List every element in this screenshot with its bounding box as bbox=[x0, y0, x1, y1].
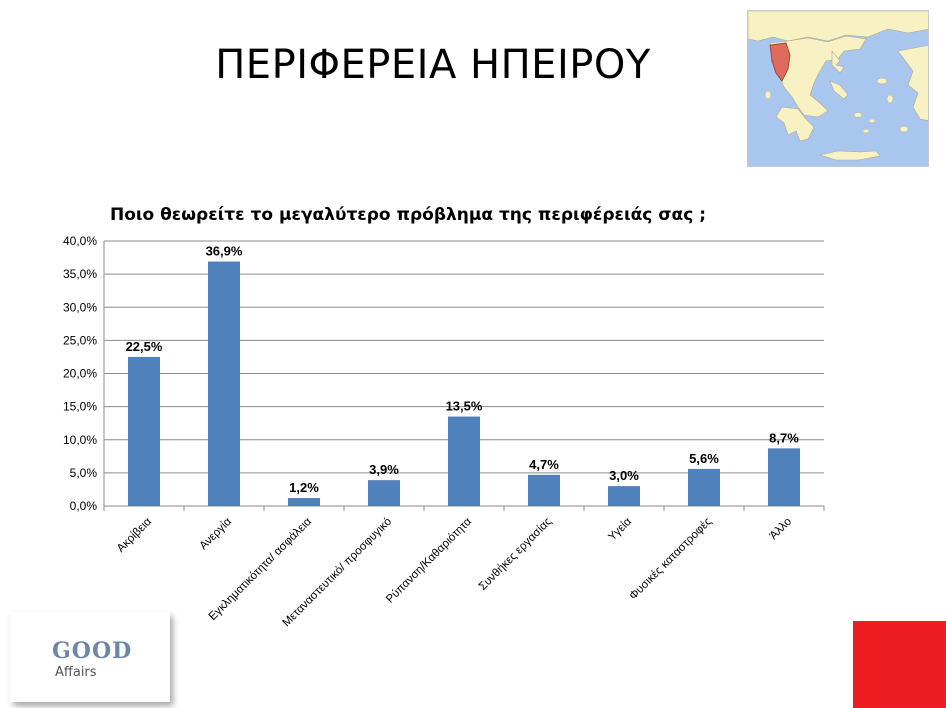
data-label: 4,7% bbox=[529, 457, 559, 472]
x-category-label: Ακρίβεια bbox=[115, 515, 154, 554]
logo: GOOD Affairs bbox=[10, 612, 170, 702]
x-category-label: Ανεργία bbox=[197, 515, 234, 552]
bar-chart: 0,0% 5,0% 10,0% 15,0% 20,0% 25,0% 30,0% 35,0% 40… bbox=[63, 234, 825, 629]
data-label: 36,9% bbox=[206, 244, 243, 259]
y-tick-label: 20,0% bbox=[63, 367, 97, 381]
logo-word-affairs: Affairs bbox=[55, 665, 97, 680]
data-label: 3,9% bbox=[369, 462, 399, 477]
data-label: 1,2% bbox=[289, 480, 319, 495]
x-category-label: Φυσικές καταστροφές bbox=[627, 515, 714, 602]
bar bbox=[288, 498, 320, 506]
data-label: 3,0% bbox=[609, 468, 639, 483]
bar bbox=[208, 261, 240, 506]
bar bbox=[128, 356, 160, 506]
y-tick-label: 0,0% bbox=[70, 499, 98, 513]
x-category-label: Συνθήκες εργασίας bbox=[477, 515, 555, 593]
data-label: 8,7% bbox=[769, 430, 799, 445]
x-category-label: Άλλο bbox=[768, 516, 794, 542]
x-category-label: Ρύπανση/Καθαριότητα bbox=[384, 515, 474, 605]
chart-title: Ποιο θεωρείτε το μεγαλύτερο πρόβλημα της… bbox=[110, 205, 707, 225]
y-tick-label: 35,0% bbox=[63, 267, 97, 281]
bar bbox=[688, 468, 720, 506]
data-label: 5,6% bbox=[689, 451, 719, 466]
data-label: 13,5% bbox=[446, 399, 483, 414]
bar bbox=[368, 480, 400, 506]
bar bbox=[608, 486, 640, 506]
red-accent-block bbox=[853, 621, 946, 708]
page-title: ΠΕΡΙΦΕΡΕΙΑ ΗΠΕΙΡΟΥ bbox=[215, 42, 651, 88]
y-tick-label: 10,0% bbox=[63, 433, 97, 447]
y-tick-label: 30,0% bbox=[63, 300, 97, 314]
y-tick-label: 5,0% bbox=[70, 466, 98, 480]
y-tick-label: 25,0% bbox=[63, 333, 97, 347]
greece-map-icon bbox=[747, 10, 929, 167]
y-tick-label: 15,0% bbox=[63, 400, 97, 414]
data-label: 22,5% bbox=[126, 339, 163, 354]
bar bbox=[768, 448, 800, 506]
y-tick-label: 40,0% bbox=[63, 234, 97, 248]
bar bbox=[528, 474, 560, 506]
x-category-label: Υγεία bbox=[606, 515, 634, 543]
logo-word-good: GOOD bbox=[52, 638, 133, 664]
bar bbox=[448, 416, 480, 506]
